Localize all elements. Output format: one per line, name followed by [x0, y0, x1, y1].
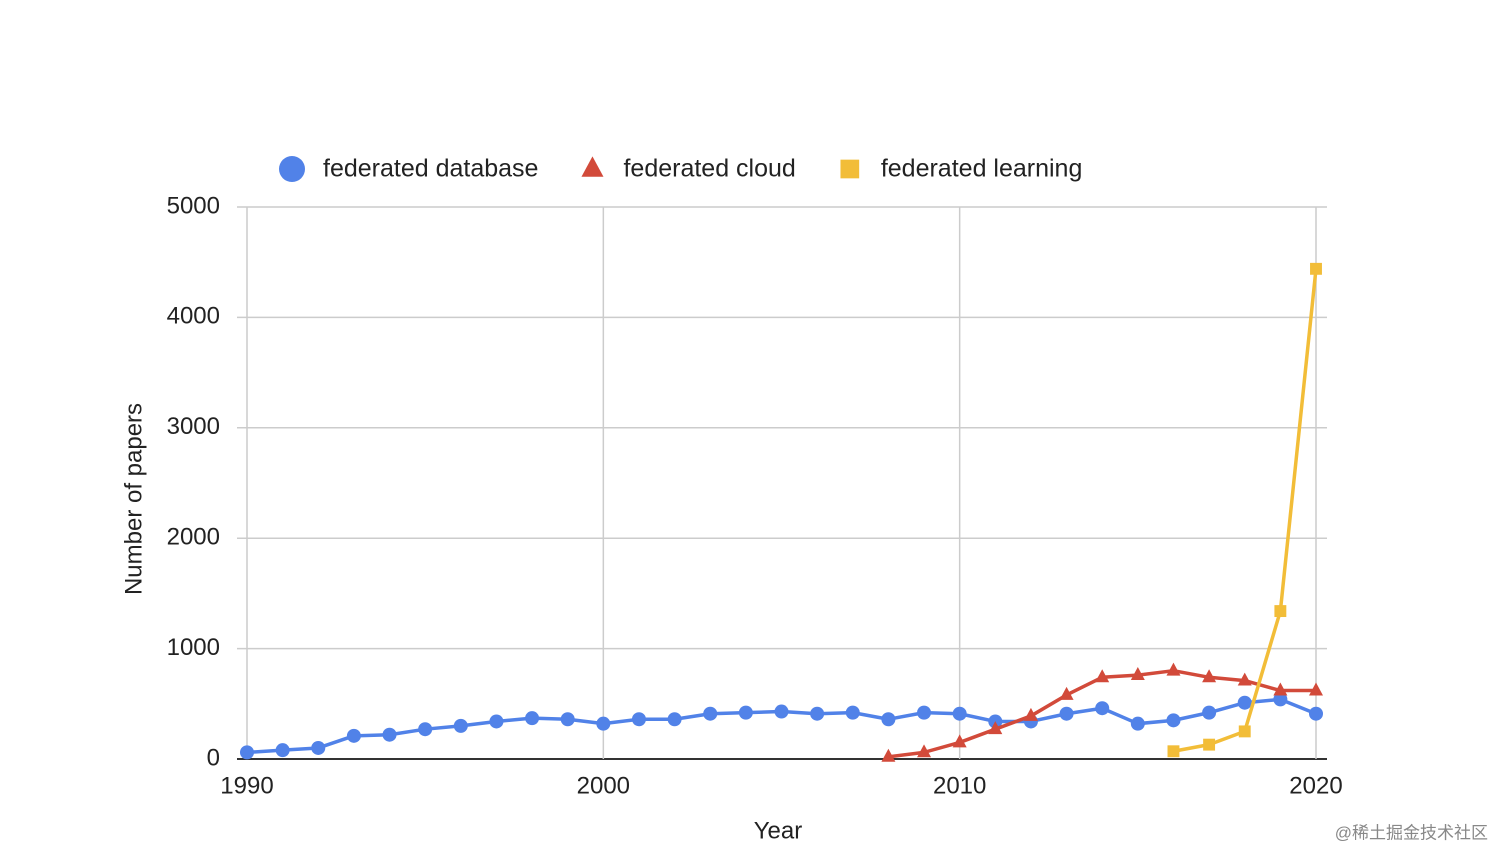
- legend-label: federated cloud: [623, 155, 795, 183]
- data-point: [1095, 701, 1110, 716]
- data-point: [1130, 716, 1145, 731]
- watermark: @稀土掘金技术社区: [1335, 823, 1488, 842]
- data-point: [810, 706, 825, 721]
- data-point: [1237, 672, 1252, 686]
- data-point: [418, 722, 433, 737]
- legend-marker: [581, 156, 604, 177]
- data-point: [952, 734, 967, 748]
- data-point: [1273, 692, 1288, 707]
- data-point: [382, 727, 397, 742]
- y-tick-label: 1000: [167, 634, 220, 661]
- y-tick-label: 0: [207, 744, 220, 771]
- data-point: [1059, 706, 1074, 721]
- data-point: [845, 705, 860, 720]
- x-axis-title: Year: [754, 817, 803, 844]
- data-point: [631, 712, 646, 727]
- data-point: [1309, 706, 1323, 721]
- data-point: [240, 745, 254, 760]
- data-point: [1166, 713, 1181, 728]
- data-point: [596, 716, 611, 731]
- data-point: [1202, 669, 1217, 683]
- x-tick-label: 1990: [220, 772, 273, 799]
- data-point: [453, 718, 468, 733]
- data-point: [917, 744, 932, 758]
- data-point: [1130, 667, 1145, 680]
- data-point: [1095, 669, 1110, 683]
- data-point: [703, 706, 718, 721]
- data-point: [275, 743, 290, 758]
- data-point: [1237, 695, 1252, 710]
- x-tick-label: 2010: [933, 772, 986, 799]
- x-tick-label: 2000: [577, 772, 630, 799]
- data-point: [560, 712, 575, 727]
- data-point: [1166, 662, 1181, 676]
- data-point: [1202, 705, 1217, 720]
- data-point: [738, 705, 753, 720]
- data-point: [774, 704, 789, 719]
- legend-marker: [840, 159, 860, 179]
- data-point: [1238, 725, 1251, 738]
- data-point: [917, 705, 932, 720]
- y-axis-title: Number of papers: [120, 403, 147, 595]
- data-point: [1310, 262, 1322, 275]
- data-point: [1309, 682, 1323, 696]
- y-tick-label: 3000: [167, 413, 220, 440]
- legend-marker: [279, 156, 305, 182]
- data-point: [1273, 682, 1288, 696]
- legend-label: federated database: [323, 155, 538, 183]
- data-point: [1023, 707, 1038, 721]
- data-point: [1274, 605, 1287, 618]
- x-tick-label: 2020: [1289, 772, 1342, 799]
- data-point: [525, 711, 540, 726]
- y-tick-label: 5000: [167, 192, 220, 219]
- data-point: [881, 748, 896, 762]
- data-point: [881, 712, 896, 727]
- data-point: [667, 712, 682, 727]
- data-point: [311, 740, 326, 755]
- data-point: [952, 706, 967, 721]
- y-tick-label: 2000: [167, 524, 220, 551]
- data-point: [1167, 745, 1180, 758]
- data-point: [1059, 686, 1074, 700]
- y-tick-label: 4000: [167, 303, 220, 330]
- legend-label: federated learning: [881, 155, 1083, 183]
- data-point: [1203, 738, 1216, 751]
- data-point: [346, 728, 361, 743]
- data-point: [988, 721, 1003, 735]
- data-point: [489, 714, 504, 729]
